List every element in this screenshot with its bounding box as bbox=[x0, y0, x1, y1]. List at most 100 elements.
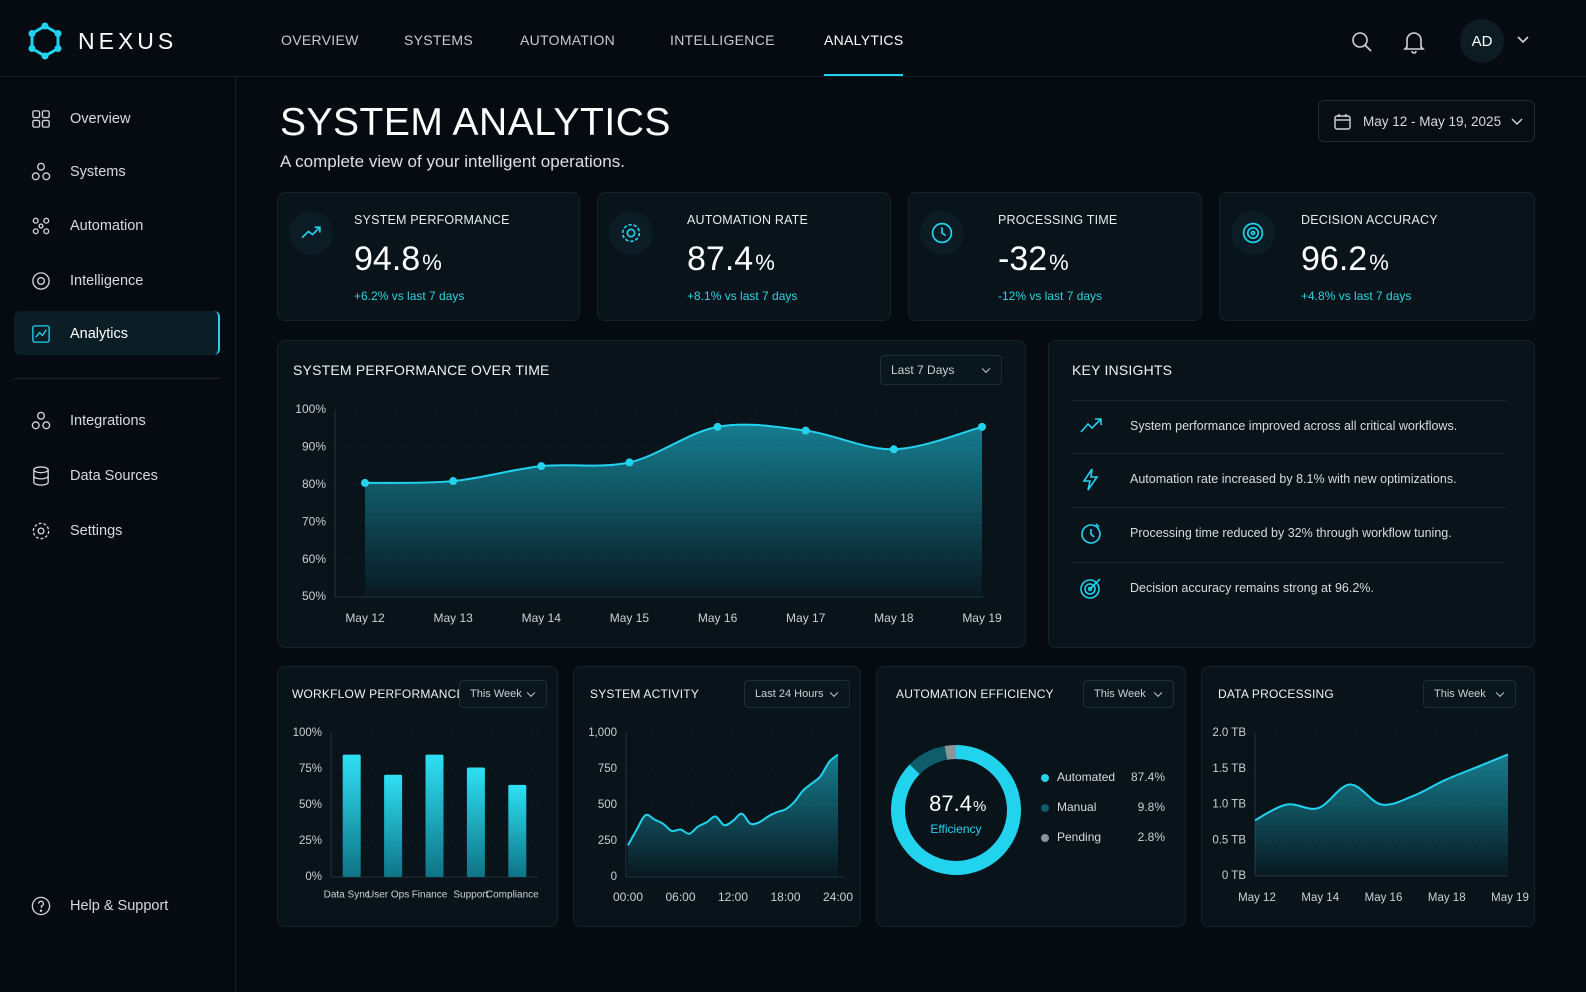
nav-item[interactable]: SYSTEMS bbox=[404, 32, 474, 48]
insights-title: KEY INSIGHTS bbox=[1072, 362, 1173, 378]
chart-filter[interactable]: Last 24 Hours bbox=[744, 680, 850, 708]
calendar-icon bbox=[1334, 114, 1351, 130]
sidebar-label: Intelligence bbox=[70, 273, 144, 289]
chart-filter[interactable]: Last 7 Days bbox=[880, 355, 1002, 385]
kpi-card bbox=[277, 192, 580, 321]
chart-title: WORKFLOW PERFORMANCE bbox=[292, 687, 465, 701]
kpi-number: 94.8 bbox=[354, 240, 421, 278]
sidebar-item[interactable]: Integrations bbox=[30, 409, 146, 433]
kpi-unit: % bbox=[1369, 250, 1389, 275]
insight-divider bbox=[1072, 562, 1507, 563]
sidebar-label: Settings bbox=[70, 523, 123, 539]
kpi-label: PROCESSING TIME bbox=[998, 213, 1118, 227]
nav-item[interactable]: INTELLIGENCE bbox=[670, 32, 775, 48]
sidebar-item[interactable]: Help & Support bbox=[30, 894, 168, 918]
kpi-icon-glyph bbox=[301, 226, 321, 239]
sidebar-icon bbox=[31, 896, 51, 916]
kpi-icon bbox=[1231, 211, 1275, 255]
sidebar bbox=[0, 77, 236, 992]
kpi-value: 87.4% bbox=[687, 240, 775, 279]
insight-text: Automation rate increased by 8.1% with n… bbox=[1130, 472, 1457, 486]
insight-divider bbox=[1072, 453, 1507, 454]
kpi-icon bbox=[920, 211, 964, 255]
date-range-caret bbox=[1511, 118, 1523, 125]
kpi-change: -12% vs last 7 days bbox=[998, 289, 1103, 303]
nav-item[interactable]: ANALYTICS bbox=[824, 32, 904, 48]
sidebar-label: Automation bbox=[70, 218, 144, 234]
kpi-value: 96.2% bbox=[1301, 240, 1389, 279]
date-range-text: May 12 - May 19, 2025 bbox=[1363, 114, 1502, 129]
chart-card bbox=[277, 340, 1026, 648]
kpi-change: +6.2% vs last 7 days bbox=[354, 289, 465, 303]
sidebar-icon bbox=[33, 466, 49, 486]
nav-item[interactable]: OVERVIEW bbox=[281, 32, 359, 48]
sidebar-item[interactable]: Systems bbox=[30, 160, 126, 184]
sidebar-icon bbox=[32, 522, 50, 540]
insight-text: System performance improved across all c… bbox=[1130, 419, 1458, 433]
insights-card bbox=[1048, 340, 1535, 648]
kpi-label: DECISION ACCURACY bbox=[1301, 213, 1438, 227]
kpi-change: +4.8% vs last 7 days bbox=[1301, 289, 1412, 303]
insight-text: Decision accuracy remains strong at 96.2… bbox=[1130, 581, 1374, 595]
date-range[interactable]: May 12 - May 19, 2025 bbox=[1318, 100, 1535, 142]
chart-filter[interactable]: This Week bbox=[459, 680, 547, 708]
chart-title: SYSTEM ACTIVITY bbox=[590, 687, 700, 701]
kpi-value: -32% bbox=[998, 240, 1069, 279]
sidebar-item[interactable]: Overview bbox=[30, 107, 130, 131]
active-nav-bg bbox=[14, 311, 220, 355]
insight-divider bbox=[1072, 400, 1507, 401]
insight-text: Processing time reduced by 32% through w… bbox=[1130, 526, 1452, 540]
kpi-number: 87.4 bbox=[687, 240, 754, 278]
sidebar-label: Systems bbox=[70, 164, 126, 180]
sidebar-icon bbox=[32, 325, 50, 343]
page-subtitle: A complete view of your intelligent oper… bbox=[280, 152, 625, 171]
kpi-unit: % bbox=[755, 250, 775, 275]
notification-icon[interactable] bbox=[1402, 29, 1426, 55]
kpi-icon-glyph bbox=[1242, 222, 1264, 244]
chart-title: SYSTEM PERFORMANCE OVER TIME bbox=[293, 362, 550, 378]
chart-title: AUTOMATION EFFICIENCY bbox=[896, 687, 1054, 701]
sidebar-icon bbox=[32, 272, 50, 290]
user-menu-caret[interactable] bbox=[1516, 34, 1530, 46]
sidebar-item[interactable]: Automation bbox=[30, 214, 143, 238]
nav-underline bbox=[824, 74, 903, 76]
insight-divider bbox=[1072, 507, 1507, 508]
kpi-label: AUTOMATION RATE bbox=[687, 213, 809, 227]
kpi-icon bbox=[609, 211, 653, 255]
sidebar-divider bbox=[14, 378, 220, 379]
sidebar-item[interactable]: Settings bbox=[30, 519, 122, 543]
kpi-label: SYSTEM PERFORMANCE bbox=[354, 213, 510, 227]
sidebar-item[interactable]: Data Sources bbox=[30, 464, 158, 488]
insight-icon bbox=[1082, 468, 1099, 491]
kpi-unit: % bbox=[422, 250, 442, 275]
kpi-card bbox=[597, 192, 891, 321]
page-title: SYSTEM ANALYTICS bbox=[280, 101, 671, 144]
chart-filter[interactable]: This Week bbox=[1083, 680, 1174, 708]
kpi-icon bbox=[289, 211, 333, 255]
sidebar-item[interactable]: Analytics bbox=[30, 322, 128, 346]
avatar[interactable]: AD bbox=[1460, 19, 1504, 63]
insight-icon bbox=[1080, 578, 1101, 599]
sidebar-label: Overview bbox=[70, 111, 131, 127]
brand: NEXUS bbox=[78, 28, 178, 54]
kpi-card bbox=[908, 192, 1202, 321]
chart-filter[interactable]: This Week bbox=[1423, 680, 1516, 708]
kpi-value: 94.8% bbox=[354, 240, 442, 279]
sidebar-item[interactable]: Intelligence bbox=[30, 269, 143, 293]
top-bar bbox=[0, 0, 1586, 77]
sidebar-label: Help & Support bbox=[70, 898, 169, 914]
sidebar-icon bbox=[32, 217, 50, 235]
insight-icon bbox=[1081, 523, 1101, 544]
search-icon[interactable] bbox=[1350, 30, 1374, 54]
kpi-card bbox=[1219, 192, 1535, 321]
kpi-number: -32 bbox=[998, 240, 1048, 278]
sidebar-icon bbox=[32, 110, 50, 128]
nav-item[interactable]: AUTOMATION bbox=[520, 32, 616, 48]
sidebar-icon bbox=[31, 411, 51, 430]
sidebar-label: Analytics bbox=[70, 326, 129, 342]
insight-icon bbox=[1080, 418, 1102, 433]
kpi-change: +8.1% vs last 7 days bbox=[687, 289, 798, 303]
chart-title: DATA PROCESSING bbox=[1218, 687, 1334, 701]
kpi-number: 96.2 bbox=[1301, 240, 1368, 278]
